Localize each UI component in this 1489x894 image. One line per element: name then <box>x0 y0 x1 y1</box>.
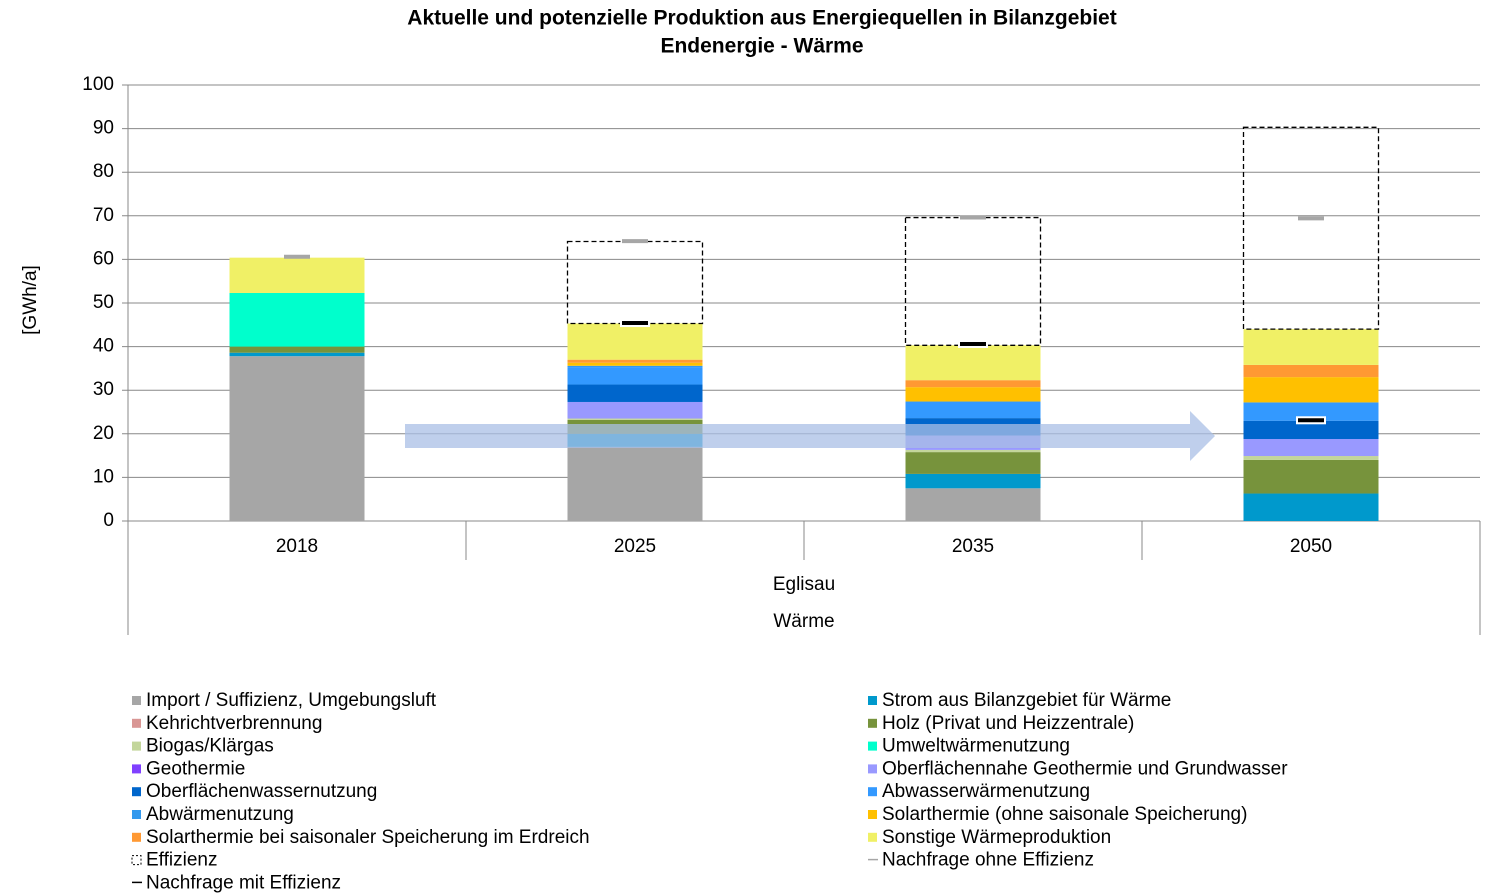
bar-segment <box>229 257 365 293</box>
y-tick-label: 100 <box>82 74 114 95</box>
bar-segment <box>229 346 365 353</box>
y-tick-label: 70 <box>93 205 114 226</box>
bar-segment <box>1243 459 1379 494</box>
bar-segment <box>567 362 703 366</box>
y-tick-label: 40 <box>93 336 114 357</box>
y-tick-label: 60 <box>93 248 114 269</box>
legend-label: Oberflächenwassernutzung <box>146 781 377 802</box>
y-axis-label: [GWh/a] <box>20 265 41 335</box>
legend-swatch <box>132 741 141 751</box>
legend-label: Geothermie <box>146 758 245 779</box>
y-tick-label: 90 <box>93 118 114 139</box>
legend-swatch <box>132 696 141 705</box>
legend-swatch <box>868 741 877 751</box>
legend-swatch <box>868 718 877 728</box>
x-tick-label: 2025 <box>614 536 656 557</box>
efficiency-box <box>1242 126 1380 330</box>
legend-label: Biogas/Klärgas <box>146 736 274 757</box>
y-tick-label: 0 <box>103 510 114 531</box>
bar-segment <box>567 359 703 363</box>
bar-segment <box>1243 329 1379 365</box>
legend-label: Nachfrage ohne Effizienz <box>882 850 1094 871</box>
efficiency-box <box>904 216 1042 346</box>
efficiency-box <box>566 240 704 325</box>
legend-label: Solarthermie bei saisonaler Speicherung … <box>146 827 590 848</box>
legend-swatch <box>868 787 877 797</box>
arrow <box>405 411 1215 461</box>
legend-swatch <box>868 696 877 705</box>
bar-segment <box>1243 493 1379 521</box>
y-tick-label: 50 <box>93 292 114 313</box>
legend-label: Nachfrage mit Effizienz <box>146 872 341 893</box>
legend-label: Effizienz <box>146 850 217 871</box>
legend-label: Abwärmenutzung <box>146 804 294 825</box>
legend-label: Holz (Privat und Heizzentrale) <box>882 713 1134 734</box>
legend-swatch <box>132 764 141 774</box>
bar-segment <box>1243 456 1379 460</box>
x-tick-label: 2050 <box>1290 536 1332 557</box>
bar-segment <box>567 384 703 402</box>
legend-label: Umweltwärmenutzung <box>882 736 1070 757</box>
legend-label: Abwasserwärmenutzung <box>882 781 1090 802</box>
bar-segment <box>567 418 703 420</box>
bar-segment <box>567 365 703 368</box>
bar-segment <box>1243 402 1379 421</box>
legend-label: Solarthermie (ohne saisonale Speicherung… <box>882 804 1247 825</box>
legend-swatch <box>132 810 141 819</box>
bar-segment <box>1243 420 1379 440</box>
bar-segment <box>229 356 365 521</box>
group-label: Wärme <box>773 611 834 632</box>
bar-segment <box>905 488 1041 521</box>
y-tick-label: 20 <box>93 423 114 444</box>
legend-swatch <box>132 832 141 842</box>
bar-segment <box>567 323 703 360</box>
x-tick-label: 2018 <box>276 536 318 557</box>
y-tick-label: 10 <box>93 466 114 487</box>
group-label: Eglisau <box>773 574 835 595</box>
chart-title: Aktuelle und potenzielle Produktion aus … <box>407 7 1116 30</box>
bar-segment <box>905 345 1041 381</box>
bar-segment <box>567 446 703 521</box>
legend-label: Sonstige Wärmeproduktion <box>882 827 1111 848</box>
legend-swatch <box>868 832 877 842</box>
legend-swatch <box>131 855 142 866</box>
bar-segment <box>1243 377 1379 403</box>
legend-label: Oberflächennahe Geothermie und Grundwass… <box>882 758 1288 779</box>
x-tick-label: 2035 <box>952 536 994 557</box>
y-tick-label: 30 <box>93 379 114 400</box>
chart-subtitle: Endenergie - Wärme <box>660 35 863 58</box>
bar-segment <box>229 292 365 347</box>
y-tick-label: 80 <box>93 161 114 182</box>
bar-segment <box>1243 439 1379 457</box>
bar-segment <box>905 452 1041 474</box>
legend-swatch <box>132 787 141 797</box>
bar-segment <box>905 449 1041 453</box>
bar-segment <box>229 352 365 357</box>
bar-segment <box>567 401 703 419</box>
legend-label: Strom aus Bilanzgebiet für Wärme <box>882 690 1171 711</box>
legend-swatch <box>868 810 877 819</box>
legend-label: Import / Suffizienz, Umgebungsluft <box>146 690 437 711</box>
bar-segment <box>567 367 703 385</box>
bar-segment <box>905 387 1041 402</box>
legend-swatch <box>868 764 877 774</box>
bar-segment <box>905 380 1041 388</box>
bar-segment <box>905 473 1041 489</box>
legend-swatch <box>132 718 141 728</box>
bar-segment <box>905 401 1041 419</box>
bar-segment <box>1243 364 1379 378</box>
legend-label: Kehrichtverbrennung <box>146 713 322 734</box>
